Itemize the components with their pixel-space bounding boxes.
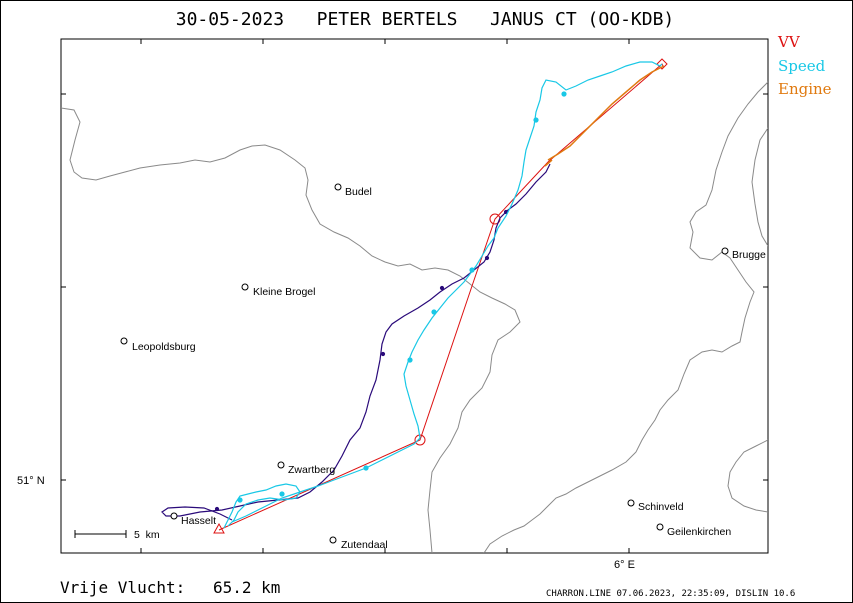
svg-text:Brugge: Brugge: [732, 249, 766, 261]
place-geilenkirchen: Geilenkirchen: [656, 523, 731, 538]
scale-label: 5 km: [134, 529, 160, 541]
svg-text:Schinveld: Schinveld: [638, 501, 684, 513]
svg-text:Kleine Brogel: Kleine Brogel: [253, 286, 315, 298]
axis-ticks: [61, 39, 768, 553]
place-budel: Budel: [334, 183, 372, 198]
legend-engine: Engine: [778, 80, 832, 98]
finish-diamond: [656, 58, 668, 70]
engine-track: [544, 65, 665, 167]
map-title: 30-05-2023 PETER BERTELS JANUS CT (OO-KD…: [176, 9, 675, 30]
place-zwartberg: Zwartberg: [277, 461, 335, 476]
svg-text:Budel: Budel: [345, 186, 372, 198]
place-zutendaal: Zutendaal: [329, 536, 388, 551]
place-brugge: Brugge: [721, 247, 766, 261]
svg-text:Zwartberg: Zwartberg: [288, 464, 335, 476]
svg-text:Geilenkirchen: Geilenkirchen: [667, 526, 731, 538]
map-plot: Budel Brugge Kleine Brogel Leopoldsburg …: [17, 38, 769, 571]
distance-value: 65.2 km: [213, 578, 280, 597]
speed-track: [223, 61, 663, 529]
flight-track: [161, 163, 551, 521]
svg-text:Hasselt: Hasselt: [181, 515, 216, 527]
start-triangle: [213, 522, 225, 534]
place-leopoldsburg: Leopoldsburg: [120, 337, 196, 353]
svg-text:Zutendaal: Zutendaal: [341, 539, 388, 551]
legend-vv: VV: [777, 33, 801, 51]
footer-credit: CHARRON.LINE 07.06.2023, 22:35:09, DISLI…: [546, 589, 795, 599]
border-lines: [61, 81, 768, 553]
place-kleine-brogel: Kleine Brogel: [241, 283, 315, 298]
svg-text:Leopoldsburg: Leopoldsburg: [132, 341, 196, 353]
map-frame: [60, 38, 769, 554]
legend-speed: Speed: [778, 57, 826, 75]
lat-label: 51° N: [17, 475, 45, 487]
place-hasselt: Hasselt: [170, 512, 216, 527]
place-schinveld: Schinveld: [627, 499, 684, 513]
scale-bar: 5 km: [74, 529, 160, 541]
lon-label: 6° E: [614, 559, 635, 571]
distance-label: Vrije Vlucht:: [60, 578, 185, 597]
